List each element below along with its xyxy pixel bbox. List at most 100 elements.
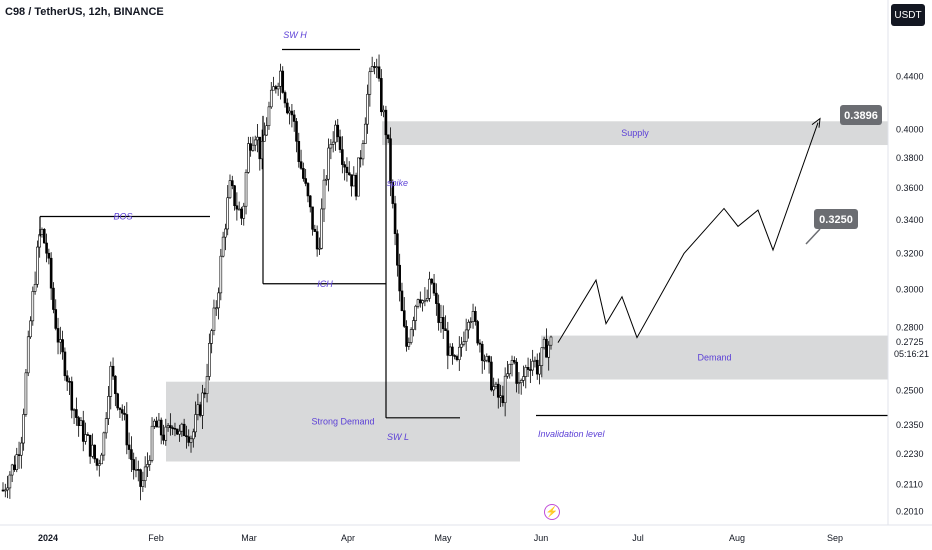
candle-body — [139, 469, 142, 487]
candle-body — [100, 454, 103, 465]
candle-body — [228, 180, 232, 199]
candle-body — [414, 305, 418, 321]
candle-body — [22, 414, 25, 444]
candle-body — [363, 123, 367, 144]
candle-body — [373, 66, 376, 68]
candle-body — [375, 66, 379, 69]
candle-body — [3, 489, 7, 492]
candle-body — [492, 386, 495, 391]
candle-body — [109, 365, 113, 397]
zone-supply — [382, 121, 888, 146]
candle-body — [150, 425, 154, 461]
candle-body — [118, 407, 122, 410]
candle-body — [453, 355, 456, 357]
candle-body — [249, 143, 252, 151]
candle-body — [189, 438, 193, 443]
candle-body — [210, 330, 213, 344]
candle-body — [6, 487, 9, 491]
candle-body — [251, 144, 255, 151]
candle-body — [198, 404, 202, 416]
time-tick-label: Apr — [341, 533, 355, 543]
candle-body — [203, 392, 207, 395]
candle-body — [299, 161, 303, 169]
candle-body — [81, 420, 85, 442]
candle-body — [343, 164, 346, 168]
candle-body — [230, 180, 234, 187]
candle-body — [208, 343, 211, 377]
candle-body — [185, 435, 188, 438]
candle-body — [444, 328, 447, 331]
candle-body — [322, 179, 326, 210]
candle-body — [263, 134, 266, 142]
candle-body — [398, 264, 401, 292]
time-tick-label: May — [434, 533, 452, 543]
price-tick-label: 0.2110 — [896, 480, 923, 490]
candle-body — [494, 383, 498, 387]
time-tick-label: 2024 — [38, 533, 58, 543]
lightning-icon[interactable]: ⚡ — [544, 504, 560, 520]
candle-body — [79, 420, 83, 427]
candle-body — [237, 208, 241, 211]
candle-body — [148, 460, 152, 465]
candle-body — [56, 328, 60, 343]
candle-body — [233, 185, 236, 207]
zone-demand — [541, 335, 888, 380]
candle-body — [412, 320, 415, 330]
candle-body — [469, 321, 473, 323]
candle-body — [212, 307, 216, 331]
candle-body — [347, 172, 351, 175]
candle-body — [75, 409, 78, 418]
candle-body — [159, 419, 163, 436]
candle-body — [283, 92, 287, 104]
candle-body — [84, 434, 87, 442]
candle-body — [242, 205, 246, 219]
candle-body — [26, 336, 30, 374]
candle-body — [143, 466, 147, 482]
projection-path — [557, 122, 819, 343]
candle-body — [31, 291, 35, 322]
candle-body — [311, 206, 314, 230]
candle-body — [132, 459, 135, 470]
candle-body — [446, 330, 450, 356]
candle-body — [40, 229, 44, 235]
candle-body — [400, 290, 404, 311]
candle-body — [272, 86, 275, 91]
currency-button[interactable]: USDT — [891, 4, 925, 26]
candle-body — [258, 136, 262, 160]
candle-body — [542, 338, 546, 349]
candle-body — [304, 178, 307, 184]
candle-body — [214, 307, 218, 310]
candle-body — [114, 375, 117, 395]
candle-body — [437, 303, 440, 323]
candle-body — [533, 359, 537, 362]
candle-body — [164, 426, 168, 441]
candle-body — [279, 70, 282, 87]
candle-body — [483, 359, 486, 362]
candle-body — [359, 157, 362, 160]
target-label-box — [840, 105, 882, 125]
candle-body — [476, 321, 479, 344]
candle-body — [49, 257, 53, 289]
candle-body — [519, 380, 523, 384]
candle-body — [421, 300, 424, 304]
zone-strong-demand — [166, 381, 520, 462]
candle-body — [162, 434, 165, 441]
candle-body — [235, 205, 239, 210]
price-tick-label: 0.3400 — [896, 215, 924, 225]
spike-label: spike — [387, 178, 408, 188]
ich-label: ICH — [317, 279, 333, 289]
candle-body — [430, 278, 434, 284]
candle-body — [54, 309, 58, 329]
candle-body — [13, 464, 16, 470]
candle-body — [38, 234, 41, 248]
price-tick-label: 0.4000 — [896, 125, 924, 135]
candle-body — [219, 255, 223, 294]
symbol-title: C98 / TetherUS, 12h, BINANCE — [5, 6, 164, 18]
candle-body — [253, 139, 257, 146]
candle-body — [226, 197, 230, 230]
zone-label: Demand — [697, 353, 731, 363]
price-tick-label: 0.4400 — [896, 72, 924, 82]
candle-body — [464, 329, 468, 342]
candle-body — [281, 70, 285, 93]
